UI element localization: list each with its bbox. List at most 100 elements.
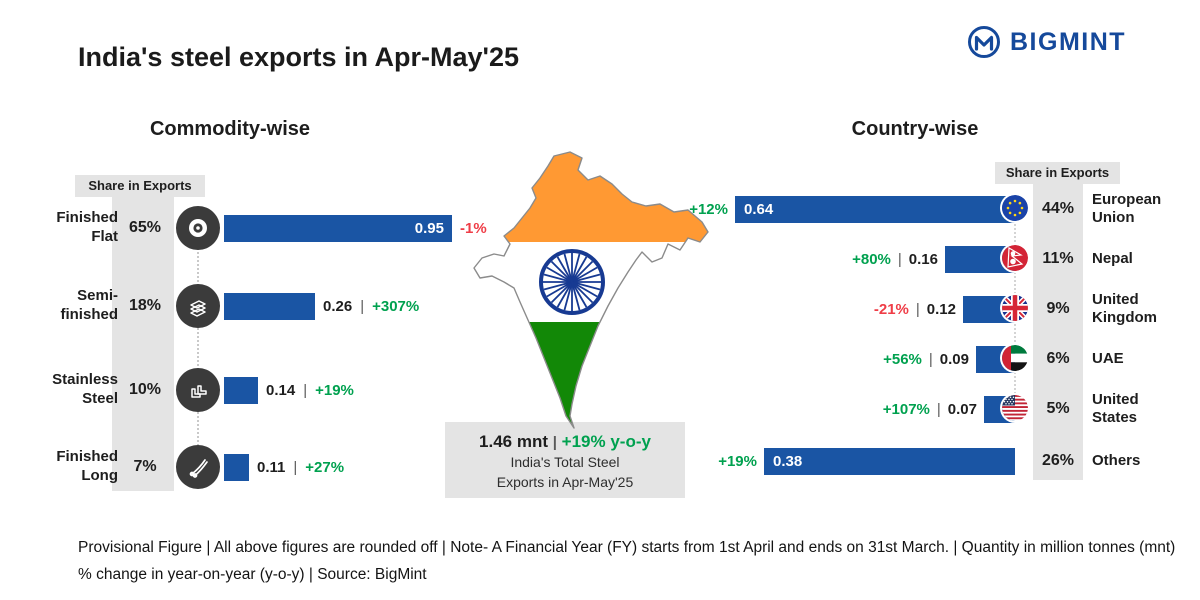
yoy-change-label: +19% (718, 452, 757, 470)
country-row-others: +19% 0.38 26% Others (718, 445, 1190, 477)
commodity-bar: 0.95 (224, 214, 452, 242)
bar-value-label: 0.64 (744, 200, 774, 218)
wire-rod-icon (176, 445, 220, 489)
commodity-share: 18% (128, 297, 162, 314)
country-bar-zone: +80% | 0.16 (720, 243, 1015, 275)
bar-value-label: 0.07 (947, 400, 977, 418)
bar-value-label: 0.95 (414, 219, 444, 237)
steel-angles-icon (176, 368, 220, 412)
country-row-uae: +56% | 0.09 6% UAE (720, 343, 1190, 375)
country-bar: 0.38 (764, 447, 1015, 475)
commodity-icon-cell (172, 445, 224, 489)
country-bar-zone: +12% 0.64 (689, 193, 1015, 225)
commodity-row-semi-finished: Semi- finished 18% 0.26 | +307% (40, 280, 540, 332)
total-exports-line: 1.46 mnt | +19% y-o-y (445, 432, 685, 452)
country-name: United States (1092, 391, 1139, 426)
yoy-change-label: +56% (883, 350, 922, 368)
bar-value-label: 0.38 (773, 452, 803, 470)
commodity-bar-zone: 0.11 | +27% (224, 453, 540, 481)
uae-flag-icon (1002, 345, 1028, 371)
commodity-bar-zone: 0.26 | +307% (224, 292, 540, 320)
commodity-bar (224, 453, 249, 481)
commodity-bar (224, 292, 315, 320)
country-share: 6% (1046, 350, 1070, 367)
separator: | (303, 381, 308, 399)
steel-slab-icon (176, 284, 220, 328)
commodity-label: Semi- finished (60, 287, 118, 323)
total-yoy-change: +19% y-o-y (561, 432, 651, 451)
country-share-header: Share in Exports (995, 162, 1120, 184)
bar-value-label: 0.16 (908, 250, 938, 268)
yoy-change-label: -21% (873, 300, 909, 318)
country-row-nepal: +80% | 0.16 11% Nepal (720, 243, 1190, 275)
total-caption-line1: India's Total Steel (510, 454, 620, 470)
country-bar: 0.64 (735, 195, 1015, 223)
country-name: European Union (1092, 191, 1162, 226)
commodity-heading: Commodity-wise (149, 118, 311, 140)
bigmint-logo: BIGMINT (966, 24, 1126, 60)
bar-value-label: 0.12 (926, 300, 956, 318)
commodity-row-stainless-steel: Stainless Steel 10% 0.14 | +19% (40, 364, 540, 416)
india-map (473, 151, 709, 429)
country-heading: Country-wise (851, 118, 979, 140)
separator: | (293, 458, 298, 476)
yoy-change-label: +27% (305, 458, 345, 476)
commodity-share: 65% (128, 219, 162, 236)
total-value: 1.46 mnt (479, 432, 548, 451)
commodity-bar-zone: 0.95 -1% (224, 214, 540, 242)
country-share: 5% (1046, 400, 1070, 417)
yoy-change-label: +12% (689, 200, 728, 218)
bigmint-logo-text: BIGMINT (1010, 27, 1127, 56)
commodity-label: Finished Flat (56, 209, 118, 245)
commodity-bar-zone: 0.14 | +19% (224, 376, 540, 404)
yoy-change-label: +107% (882, 400, 930, 418)
yoy-change-label: +307% (372, 297, 420, 315)
ashoka-chakra-icon (539, 249, 605, 315)
separator: | (897, 250, 902, 268)
country-share: 11% (1042, 250, 1074, 267)
separator: | (360, 297, 365, 315)
country-name: United Kingdom (1092, 291, 1157, 326)
commodity-share-strip (112, 175, 174, 491)
us-flag-icon (1002, 395, 1028, 421)
bar-value-label: 0.11 (257, 458, 286, 476)
country-bar-zone: +19% 0.38 (718, 445, 1015, 477)
separator: | (552, 434, 557, 451)
nepal-flag-icon (1002, 245, 1028, 271)
country-bar-zone: -21% | 0.12 (720, 293, 1015, 325)
country-name: UAE (1092, 350, 1124, 367)
commodity-icon-cell (172, 206, 224, 250)
separator: | (936, 400, 941, 418)
page-title: India's steel exports in Apr-May'25 (78, 42, 519, 72)
bigmint-logo-icon (968, 26, 1000, 58)
commodity-bar (224, 376, 258, 404)
commodity-label: Finished Long (56, 448, 118, 484)
country-row-united-kingdom: -21% | 0.12 9% United Kingdom (720, 291, 1190, 326)
uk-flag-icon (1002, 295, 1028, 321)
footnote-line-2: % change in year-on-year (y-o-y) | Sourc… (78, 566, 427, 584)
steel-coil-icon (176, 206, 220, 250)
country-bar-zone: +56% | 0.09 (720, 343, 1015, 375)
footnote-line-1: Provisional Figure | All above figures a… (78, 539, 1176, 556)
total-exports-box: 1.46 mnt | +19% y-o-y India's Total Stee… (445, 422, 685, 498)
country-share: 26% (1041, 452, 1075, 469)
yoy-change-label: +80% (852, 250, 891, 268)
commodity-label: Stainless Steel (52, 371, 118, 407)
country-row-european-union: +12% 0.64 44% European Union (689, 191, 1190, 226)
country-share: 9% (1046, 300, 1070, 317)
commodity-icon-axis-line (197, 224, 199, 470)
commodity-share: 10% (128, 381, 162, 398)
country-share-strip (1033, 162, 1083, 480)
yoy-change-label: +19% (315, 381, 354, 399)
commodity-icon-cell (172, 368, 224, 412)
footnotes: Provisional Figure | All above figures a… (78, 534, 1178, 588)
separator: | (928, 350, 933, 368)
bar-value-label: 0.14 (266, 381, 296, 399)
country-name: Nepal (1092, 250, 1133, 267)
commodity-share-header: Share in Exports (75, 175, 205, 197)
commodity-icon-cell (172, 284, 224, 328)
country-share: 44% (1041, 200, 1075, 217)
bar-value-label: 0.26 (323, 297, 353, 315)
commodity-share: 7% (133, 458, 157, 475)
